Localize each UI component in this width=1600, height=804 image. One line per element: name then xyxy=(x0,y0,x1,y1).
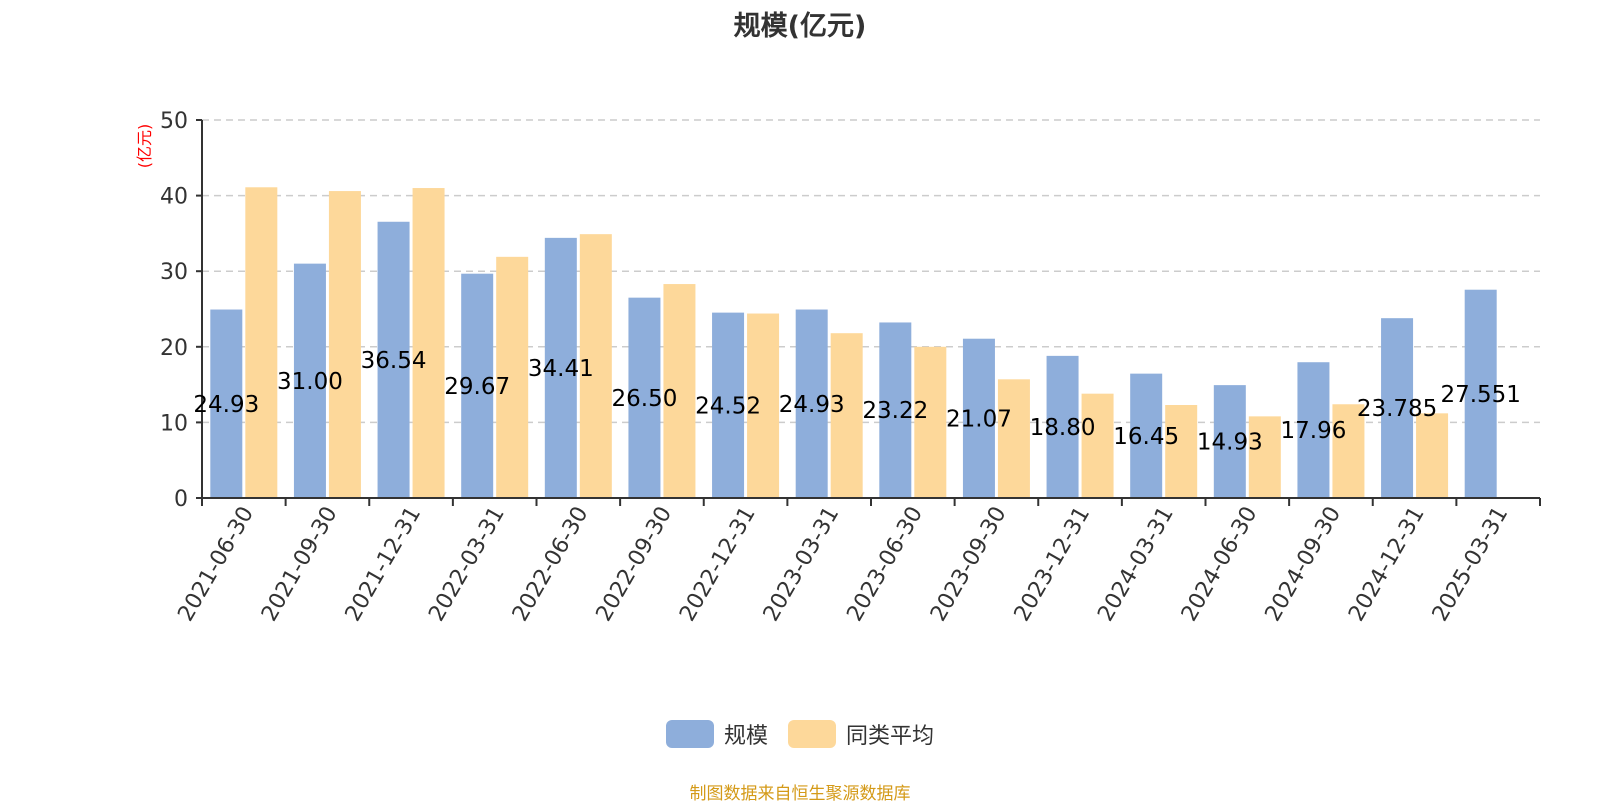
y-tick-label: 10 xyxy=(160,411,188,436)
legend: 规模 同类平均 xyxy=(0,718,1600,750)
data-label: 16.45 xyxy=(1113,424,1179,450)
data-label: 24.52 xyxy=(695,393,761,419)
bar-scale[interactable] xyxy=(544,237,577,498)
data-label: 31.00 xyxy=(277,369,343,395)
legend-swatch-peer-average xyxy=(788,720,836,748)
bar-scale[interactable] xyxy=(461,273,494,498)
data-label: 24.93 xyxy=(779,392,845,418)
bar-scale[interactable] xyxy=(962,338,995,498)
bar-peer-average[interactable] xyxy=(1416,413,1449,498)
bar-scale[interactable] xyxy=(1213,385,1246,498)
x-tick-label: 2021-12-31 xyxy=(341,503,427,626)
bars xyxy=(210,187,1497,499)
y-tick-label: 50 xyxy=(160,109,188,134)
bar-scale[interactable] xyxy=(1046,355,1079,498)
bar-peer-average[interactable] xyxy=(328,191,361,498)
bar-scale[interactable] xyxy=(210,309,243,498)
bar-peer-average[interactable] xyxy=(245,187,278,498)
data-label: 29.67 xyxy=(444,374,510,400)
data-label: 23.785 xyxy=(1357,396,1437,422)
bar-scale[interactable] xyxy=(293,263,326,498)
source-note: 制图数据来自恒生聚源数据库 xyxy=(689,784,911,804)
bar-scale[interactable] xyxy=(795,309,828,498)
x-tick-label: 2023-12-31 xyxy=(1010,503,1096,626)
bar-peer-average[interactable] xyxy=(1081,393,1114,498)
bar-scale[interactable] xyxy=(712,312,745,498)
bar-peer-average[interactable] xyxy=(747,313,780,498)
x-tick-label: 2022-09-30 xyxy=(592,503,678,626)
x-tick-label: 2025-03-31 xyxy=(1428,503,1514,626)
bar-scale[interactable] xyxy=(879,322,912,498)
y-tick-label: 20 xyxy=(160,336,188,361)
bar-peer-average[interactable] xyxy=(496,256,529,498)
y-axis-unit-label: (亿元) xyxy=(135,124,154,169)
x-tick-label: 2023-06-30 xyxy=(842,503,928,626)
y-tick-label: 40 xyxy=(160,185,188,210)
data-label: 18.80 xyxy=(1030,415,1096,441)
bar-peer-average[interactable] xyxy=(1248,416,1281,498)
legend-label-scale: 规模 xyxy=(723,724,768,749)
data-label: 36.54 xyxy=(361,348,427,374)
x-tick-label: 2023-03-31 xyxy=(759,503,845,626)
bar-scale[interactable] xyxy=(1381,318,1414,498)
x-tick-label: 2022-03-31 xyxy=(424,503,510,626)
x-tick-label: 2022-12-31 xyxy=(675,503,761,626)
legend-item-peer-average[interactable]: 同类平均 xyxy=(788,718,934,750)
bar-peer-average[interactable] xyxy=(830,333,863,498)
data-label: 21.07 xyxy=(946,406,1012,432)
x-tick-label: 2023-09-30 xyxy=(926,503,1012,626)
data-label: 24.93 xyxy=(193,392,259,418)
bar-peer-average[interactable] xyxy=(997,379,1030,498)
bar-scale[interactable] xyxy=(1130,373,1163,498)
x-tick-label: 2024-06-30 xyxy=(1177,503,1263,626)
bar-peer-average[interactable] xyxy=(1332,404,1365,498)
bar-scale[interactable] xyxy=(377,221,410,498)
x-tick-label: 2022-06-30 xyxy=(508,503,594,626)
legend-label-peer-average: 同类平均 xyxy=(846,724,935,749)
bar-peer-average[interactable] xyxy=(914,346,947,498)
bar-peer-average[interactable] xyxy=(412,188,445,499)
bar-peer-average[interactable] xyxy=(1165,405,1198,498)
bar-peer-average[interactable] xyxy=(579,234,612,498)
bar-scale[interactable] xyxy=(628,297,661,498)
y-tick-label: 30 xyxy=(160,260,188,285)
data-labels: 24.93 31.00 36.54 29.67 34.41 26.50 24.52 24.93… xyxy=(193,348,1521,456)
x-tick-label: 2024-12-31 xyxy=(1344,503,1430,626)
data-label: 14.93 xyxy=(1197,430,1263,456)
x-tick-label: 2024-09-30 xyxy=(1261,503,1347,626)
bar-scale[interactable] xyxy=(1297,362,1330,498)
legend-swatch-scale xyxy=(665,720,714,748)
x-tick-label: 2021-09-30 xyxy=(257,503,343,626)
data-label: 23.22 xyxy=(862,398,928,424)
chart-title: 规模(亿元) xyxy=(733,11,867,42)
data-label: 27.551 xyxy=(1440,382,1520,408)
data-label: 34.41 xyxy=(528,356,594,382)
bar-scale[interactable] xyxy=(1464,289,1497,498)
bar-peer-average[interactable] xyxy=(663,284,696,498)
x-tick-label: 2024-03-31 xyxy=(1093,503,1179,626)
x-tick-label: 2021-06-30 xyxy=(173,503,259,626)
data-label: 26.50 xyxy=(612,386,678,412)
y-tick-label: 0 xyxy=(174,487,188,512)
legend-item-scale[interactable]: 规模 xyxy=(665,718,768,750)
data-label: 17.96 xyxy=(1281,418,1347,444)
